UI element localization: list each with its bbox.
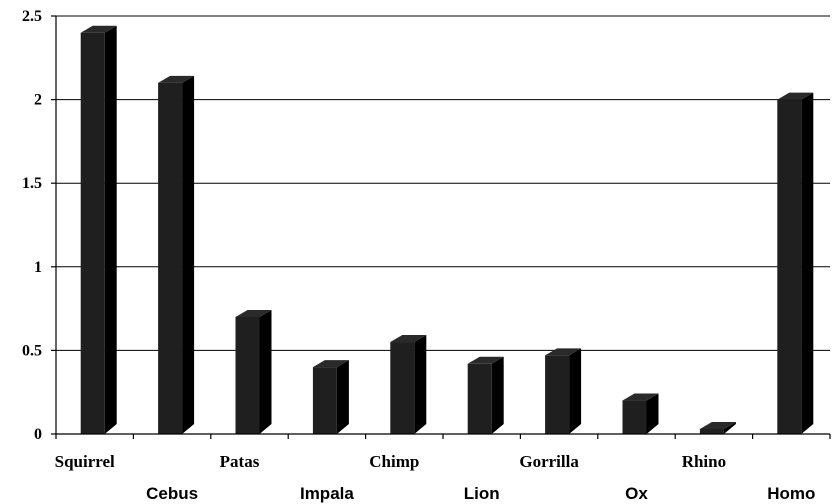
bar-front [235,316,260,434]
bar-homo [777,92,814,434]
x-tick-label: Chimp [369,452,419,471]
bar-side [336,360,349,434]
x-tick-label: Impala [300,484,354,503]
bar-front [390,342,415,434]
bar-top [312,360,349,368]
x-tick-label: Ox [625,484,648,503]
x-tick-label: Squirrel [55,452,115,471]
bar-side [723,421,736,434]
bar-side [491,356,504,434]
bar-front [312,367,337,434]
bar-cebus [158,75,195,434]
bar-impala [312,360,349,434]
bar-top [622,393,659,401]
bar-top [467,356,504,364]
bar-top [777,92,814,100]
bar-side [801,92,814,434]
y-tick-label: 2.5 [22,8,42,25]
bar-side [569,348,582,434]
bar-front [467,363,492,434]
y-tick-label: 0.5 [22,342,42,359]
bar-patas [235,309,272,434]
bar-front [699,428,724,434]
bar-top [158,75,195,83]
x-tick-label: Cebus [146,484,198,503]
bar-front [777,99,802,434]
x-tick-label: Lion [464,484,500,503]
y-tick-label: 2 [34,92,42,109]
x-tick-label: Patas [220,452,260,471]
bar-front [158,82,183,434]
x-tick-label: Homo [767,484,815,503]
bar-gorrilla [545,348,582,434]
y-tick-label: 1 [34,259,42,276]
bar-top [390,335,427,343]
x-tick-labels: Squirrel Cebus Patas Impala Chimp Lion Gorrill… [55,452,816,503]
bar-ox [622,393,659,434]
x-tick-label: Gorrilla [519,452,579,471]
axes [51,15,831,439]
bar-squirrel [80,25,117,434]
bar-lion [467,356,504,434]
bar-front [622,400,647,434]
bar-chimp [390,335,427,434]
y-tick-label: 1.5 [22,175,42,192]
bar-side [414,335,427,434]
y-tick-label: 0 [34,426,42,443]
bar-top [235,309,272,317]
bar-side [182,75,195,434]
y-tick-labels: 0 0.5 1 1.5 2 2.5 [22,8,42,443]
bar-top [545,348,582,356]
bar-rhino [699,421,736,434]
bar-side [104,25,117,434]
x-tick-label: Rhino [682,452,726,471]
bar-side [646,393,659,434]
bar-front [545,355,570,434]
bars [80,25,814,434]
bar-top [699,421,736,429]
bar-side [259,309,272,434]
bar-front [80,32,105,434]
bar-top [80,25,117,33]
